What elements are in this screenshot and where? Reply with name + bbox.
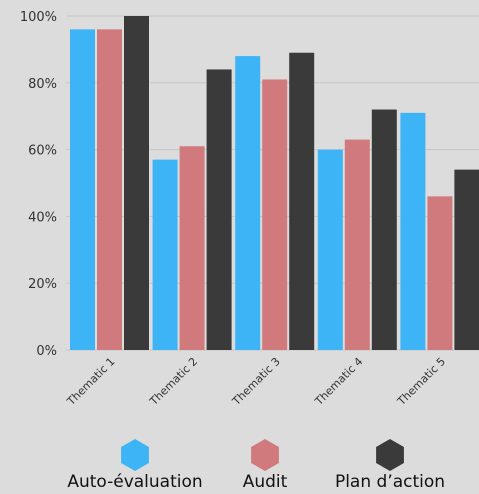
bar bbox=[207, 69, 232, 350]
y-tick-label: 0% bbox=[36, 344, 57, 359]
x-tick-label: Thematic 1 bbox=[64, 355, 118, 409]
y-tick-label: 80% bbox=[28, 77, 57, 92]
x-tick-label: Thematic 2 bbox=[147, 355, 201, 409]
legend-hexagon-icon bbox=[376, 439, 404, 471]
bar bbox=[454, 170, 479, 350]
x-axis-ticks: Thematic 1 Thematic 2 Thematic 3 Thematic 4… bbox=[64, 355, 448, 409]
bar bbox=[262, 79, 287, 350]
bars bbox=[70, 16, 479, 350]
y-tick-label: 40% bbox=[28, 210, 57, 225]
y-tick-label: 100% bbox=[20, 10, 57, 25]
legend-hexagon-icon bbox=[251, 439, 279, 471]
x-tick-label: Thematic 3 bbox=[229, 355, 283, 409]
bar bbox=[345, 140, 370, 350]
bar bbox=[427, 196, 452, 350]
bar bbox=[153, 160, 178, 350]
legend-hexagon-icon bbox=[121, 439, 149, 471]
legend-label: Auto-évaluation bbox=[67, 472, 202, 492]
y-tick-label: 60% bbox=[28, 144, 57, 159]
x-tick-label: Thematic 5 bbox=[394, 355, 448, 409]
bar bbox=[289, 53, 314, 350]
bar bbox=[70, 29, 95, 350]
bar bbox=[372, 110, 397, 350]
bar bbox=[318, 150, 343, 350]
bar bbox=[235, 56, 260, 350]
legend-label: Plan d’action bbox=[335, 472, 445, 492]
bar bbox=[400, 113, 425, 350]
legend-label: Audit bbox=[243, 472, 288, 492]
y-axis-ticks: 0% 20% 40% 60% 80% 100% bbox=[20, 10, 57, 359]
x-tick-label: Thematic 4 bbox=[312, 355, 366, 409]
bar bbox=[97, 29, 122, 350]
bar bbox=[124, 16, 149, 350]
bar bbox=[180, 146, 205, 350]
y-tick-label: 20% bbox=[28, 277, 57, 292]
legend: Auto-évaluation Audit Plan d’action bbox=[67, 439, 445, 492]
